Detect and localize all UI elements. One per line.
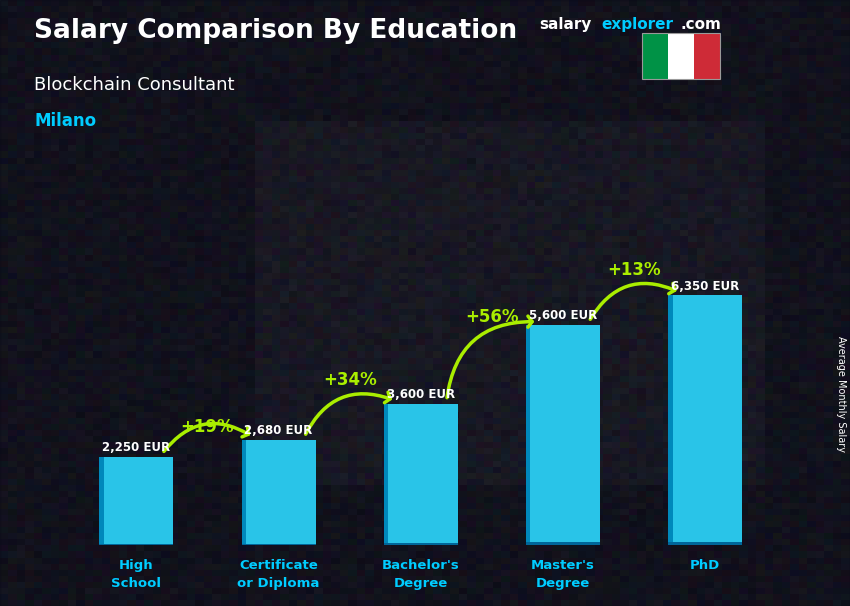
Bar <box>668 542 742 545</box>
Bar <box>241 440 315 545</box>
Bar <box>526 325 530 545</box>
Bar <box>668 295 742 545</box>
Text: Average Monthly Salary: Average Monthly Salary <box>836 336 846 452</box>
Bar <box>668 295 672 545</box>
Text: salary: salary <box>540 17 592 32</box>
Bar <box>241 544 315 545</box>
Text: .com: .com <box>680 17 721 32</box>
Text: Blockchain Consultant: Blockchain Consultant <box>34 76 235 94</box>
Bar <box>384 404 388 545</box>
Bar <box>99 457 104 545</box>
Text: explorer: explorer <box>602 17 674 32</box>
Bar <box>526 542 600 545</box>
Bar <box>241 440 246 545</box>
Text: 2,250 EUR: 2,250 EUR <box>102 441 170 454</box>
Bar <box>99 544 173 545</box>
Text: Salary Comparison By Education: Salary Comparison By Education <box>34 18 517 44</box>
Text: 6,350 EUR: 6,350 EUR <box>671 280 740 293</box>
Text: +56%: +56% <box>465 308 518 326</box>
Text: 3,600 EUR: 3,600 EUR <box>387 388 455 401</box>
Text: +19%: +19% <box>180 418 235 436</box>
Text: Milano: Milano <box>34 112 96 130</box>
Bar <box>99 457 173 545</box>
Bar <box>384 404 458 545</box>
Text: 5,600 EUR: 5,600 EUR <box>529 310 597 322</box>
Bar <box>526 325 600 545</box>
Text: 2,680 EUR: 2,680 EUR <box>245 424 313 438</box>
Text: +34%: +34% <box>323 371 377 389</box>
Text: +13%: +13% <box>607 261 661 279</box>
Bar <box>384 543 458 545</box>
